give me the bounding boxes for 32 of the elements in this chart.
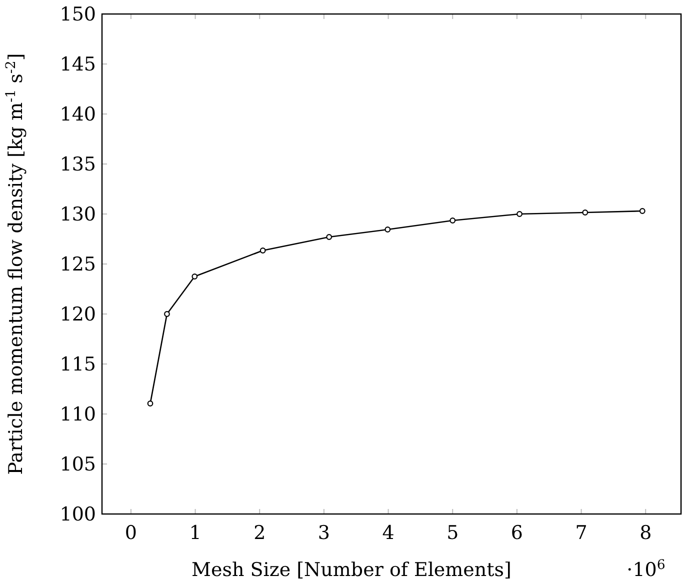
y-tick-label: 110 xyxy=(60,404,96,426)
y-tick-label: 140 xyxy=(60,104,96,126)
y-tick-label: 130 xyxy=(60,204,96,226)
point xyxy=(450,218,456,224)
y-tick-label: 150 xyxy=(60,4,96,26)
point xyxy=(192,274,198,280)
x-tick-label: 8 xyxy=(640,522,652,544)
y-tick-label: 145 xyxy=(60,54,96,76)
x-tick-label: 0 xyxy=(124,522,137,544)
point xyxy=(516,211,522,217)
x-axis-title: Mesh Size [Number of Elements] xyxy=(192,559,512,581)
y-tick-label: 125 xyxy=(60,254,96,276)
x-tick-label: 6 xyxy=(510,522,523,544)
y-tick-label: 115 xyxy=(60,354,96,376)
point xyxy=(582,210,588,216)
y-tick-label: 135 xyxy=(60,154,96,176)
point xyxy=(260,248,266,254)
point xyxy=(384,226,391,232)
x-tick-label: 7 xyxy=(575,522,588,544)
text: ·10$^{6}$ xyxy=(626,558,666,581)
point xyxy=(164,311,170,317)
point xyxy=(147,400,154,406)
point xyxy=(639,208,646,214)
x-tick-label: 4 xyxy=(382,522,394,544)
x-tick-label: 2 xyxy=(254,522,266,544)
y-tick-label: 105 xyxy=(60,454,96,476)
x-tick-label: 3 xyxy=(318,522,330,544)
x-tick-label: 5 xyxy=(446,522,459,544)
y-tick-label: 120 xyxy=(60,304,96,326)
x-tick-label: 1 xyxy=(189,522,202,544)
y-tick-label: 100 xyxy=(60,504,96,526)
point xyxy=(326,234,332,240)
